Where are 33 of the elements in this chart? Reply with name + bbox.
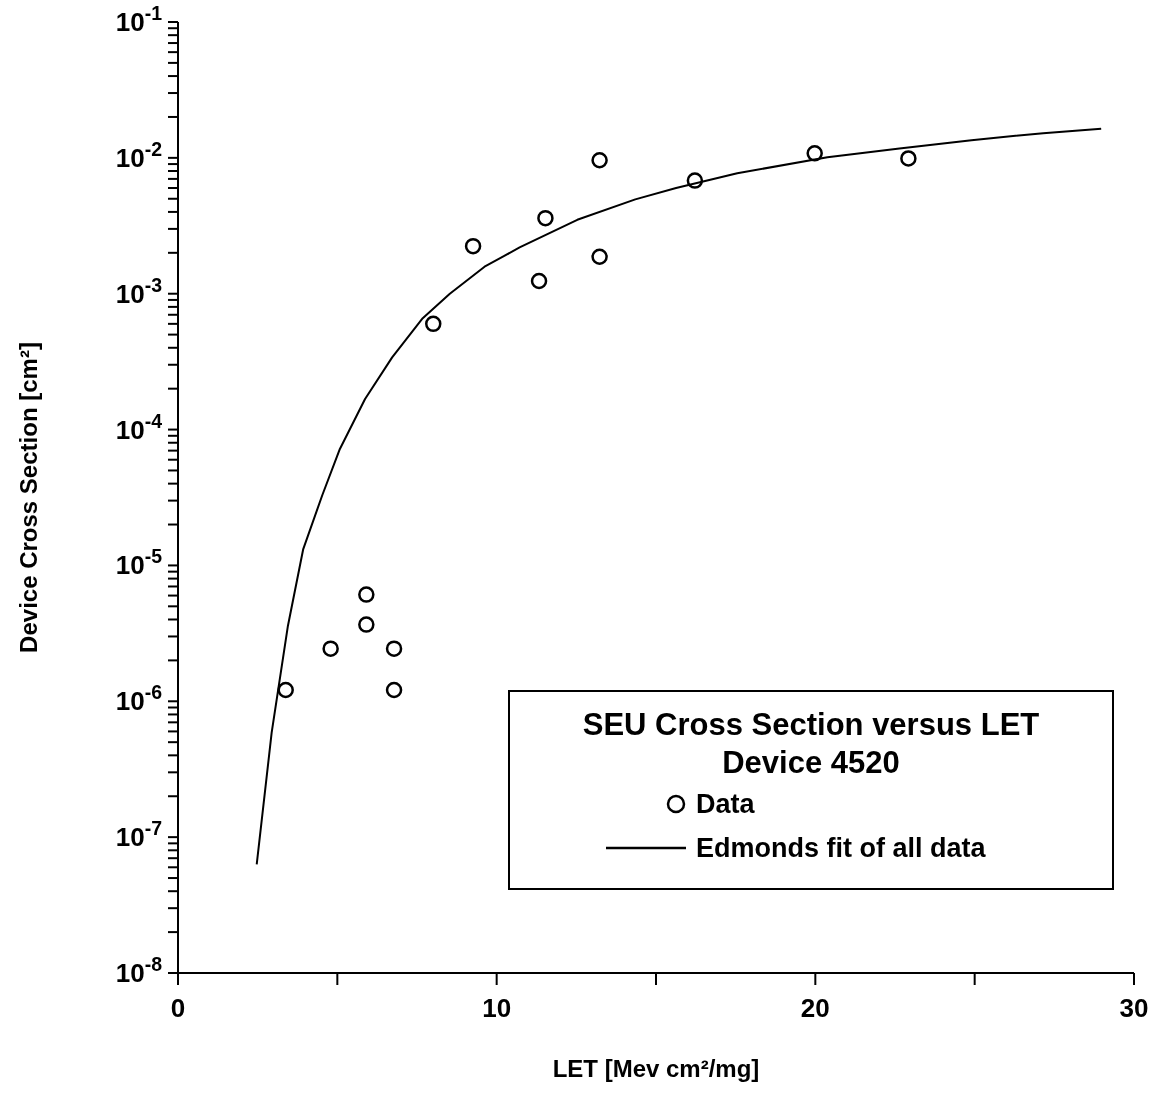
- point: [322, 640, 339, 657]
- y-tick-label: 10$^{-5}$: [115, 545, 163, 581]
- point: [425, 315, 442, 333]
- point: [591, 152, 608, 169]
- y-tick-label: 10$^{-2}$: [115, 137, 163, 173]
- point: [900, 150, 917, 167]
- legend-title: SEU Cross Section versus LET Device 4520: [581, 706, 1041, 782]
- point: [385, 681, 403, 699]
- point: [686, 172, 704, 189]
- point: [464, 237, 482, 255]
- y-tick-label: 10$^{-6}$: [115, 681, 163, 717]
- x-tick-label: 10: [482, 993, 512, 1023]
- point: [591, 248, 608, 266]
- line-series: [255, 127, 1103, 866]
- point: [358, 616, 375, 633]
- point: [358, 586, 375, 603]
- y-tick-label: 10$^{-1}$: [115, 2, 163, 37]
- y-tick-label: 10$^{-4}$: [115, 409, 163, 445]
- point: [806, 145, 823, 162]
- x-tick-label: 30: [1119, 993, 1149, 1023]
- point: [530, 272, 548, 290]
- legend-label: Data: [696, 788, 755, 821]
- x-axis-title: LET [Mev cm²/mg]: [552, 1055, 760, 1082]
- point: [385, 640, 403, 657]
- x-tick-label: 20: [800, 993, 830, 1023]
- legend-label: Edmonds fit of all data: [696, 832, 986, 865]
- y-tick-label: 10$^{-8}$: [115, 953, 163, 988]
- point: [537, 209, 554, 227]
- y-tick-label: 10$^{-3}$: [115, 273, 163, 309]
- y-tick-label: 10$^{-7}$: [115, 817, 162, 853]
- point: [277, 681, 294, 699]
- y-axis-title: Device Cross Section [cm²]: [14, 342, 42, 653]
- x-tick-label: 0: [170, 993, 186, 1023]
